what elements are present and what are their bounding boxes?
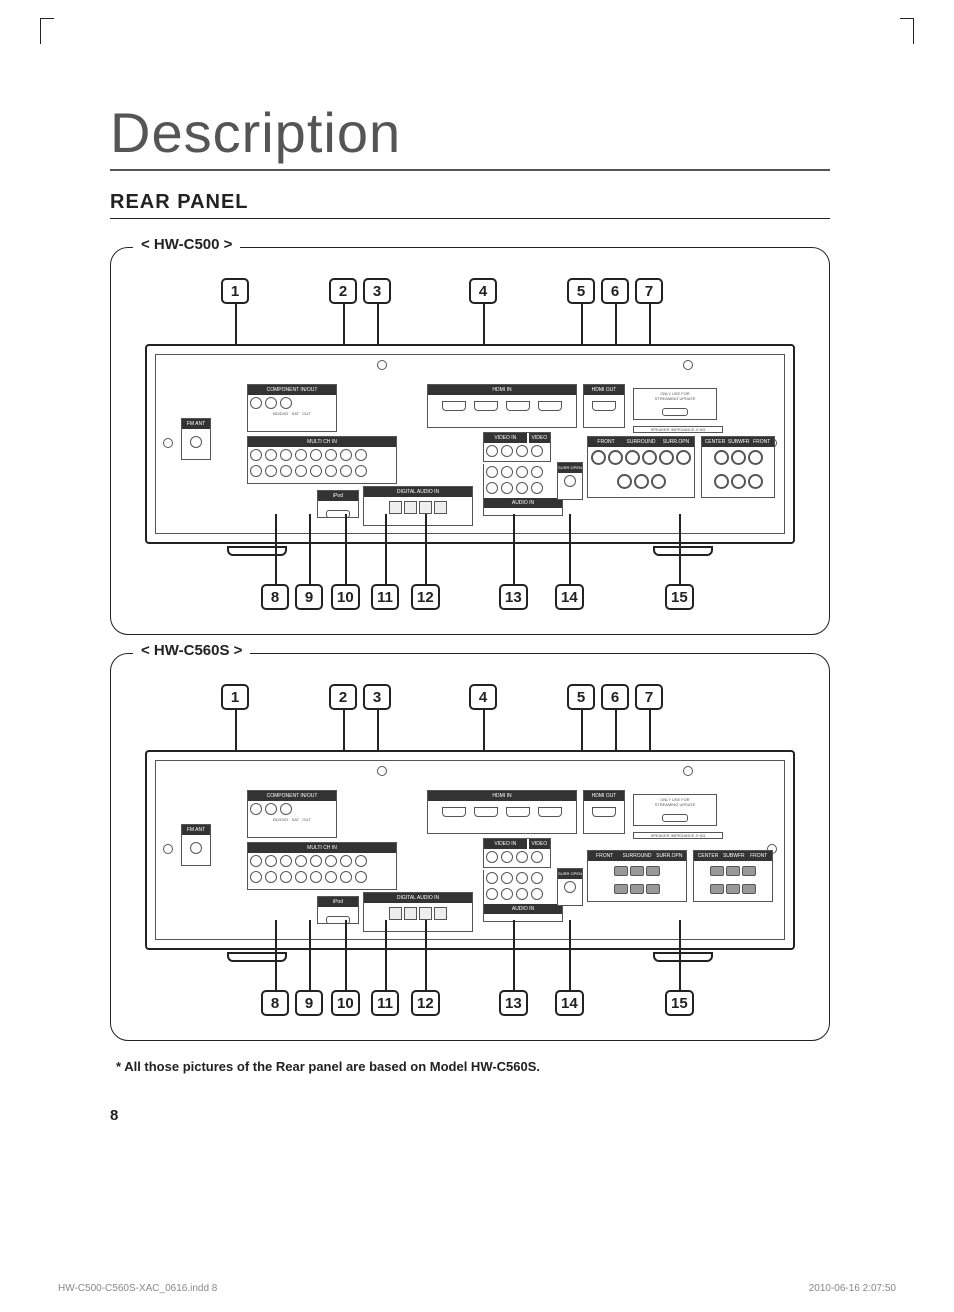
footer-file: HW-C500-C560S-XAC_0616.indd 8 xyxy=(58,1283,217,1294)
section-heading: REAR PANEL xyxy=(110,191,830,219)
callout-14: 14 xyxy=(555,584,584,610)
callout-4: 4 xyxy=(469,684,497,710)
rear-panel-device: FM ANT COMPONENT IN/OUT BD/DVD SAT OUT M… xyxy=(145,750,795,950)
callout-6: 6 xyxy=(601,684,629,710)
callout-10: 10 xyxy=(331,990,360,1016)
page-title: Description xyxy=(110,100,830,171)
callout-12: 12 xyxy=(411,990,440,1016)
callout-12: 12 xyxy=(411,584,440,610)
footnote: * All those pictures of the Rear panel a… xyxy=(116,1059,830,1074)
callout-14: 14 xyxy=(555,990,584,1016)
panel-label: < HW-C560S > xyxy=(133,642,250,659)
callout-2: 2 xyxy=(329,684,357,710)
callout-5: 5 xyxy=(567,684,595,710)
callout-7: 7 xyxy=(635,684,663,710)
callout-15: 15 xyxy=(665,584,694,610)
print-footer: HW-C500-C560S-XAC_0616.indd 8 2010-06-16… xyxy=(58,1283,896,1294)
callout-11: 11 xyxy=(371,990,399,1016)
callout-9: 9 xyxy=(295,584,323,610)
page-content: Description REAR PANEL < HW-C500 > 12345… xyxy=(110,100,830,1074)
callout-7: 7 xyxy=(635,278,663,304)
footer-timestamp: 2010-06-16 2:07:50 xyxy=(809,1283,896,1294)
panel-label: < HW-C500 > xyxy=(133,236,240,253)
callout-13: 13 xyxy=(499,990,528,1016)
callout-3: 3 xyxy=(363,278,391,304)
callout-3: 3 xyxy=(363,684,391,710)
callout-2: 2 xyxy=(329,278,357,304)
callout-15: 15 xyxy=(665,990,694,1016)
callout-6: 6 xyxy=(601,278,629,304)
callout-8: 8 xyxy=(261,584,289,610)
callout-1: 1 xyxy=(221,684,249,710)
callout-13: 13 xyxy=(499,584,528,610)
callout-8: 8 xyxy=(261,990,289,1016)
callout-10: 10 xyxy=(331,584,360,610)
callout-1: 1 xyxy=(221,278,249,304)
rear-panel-device: FM ANT COMPONENT IN/OUT BD/DVD SAT OUT M… xyxy=(145,344,795,544)
page-number: 8 xyxy=(110,1107,118,1124)
callout-5: 5 xyxy=(567,278,595,304)
callout-9: 9 xyxy=(295,990,323,1016)
callout-11: 11 xyxy=(371,584,399,610)
panel-c560s: < HW-C560S > 1234567 FM ANT COMPONENT IN… xyxy=(110,653,830,1041)
panel-c500: < HW-C500 > 1234567 FM ANT COMPONENT IN/… xyxy=(110,247,830,635)
callout-4: 4 xyxy=(469,278,497,304)
